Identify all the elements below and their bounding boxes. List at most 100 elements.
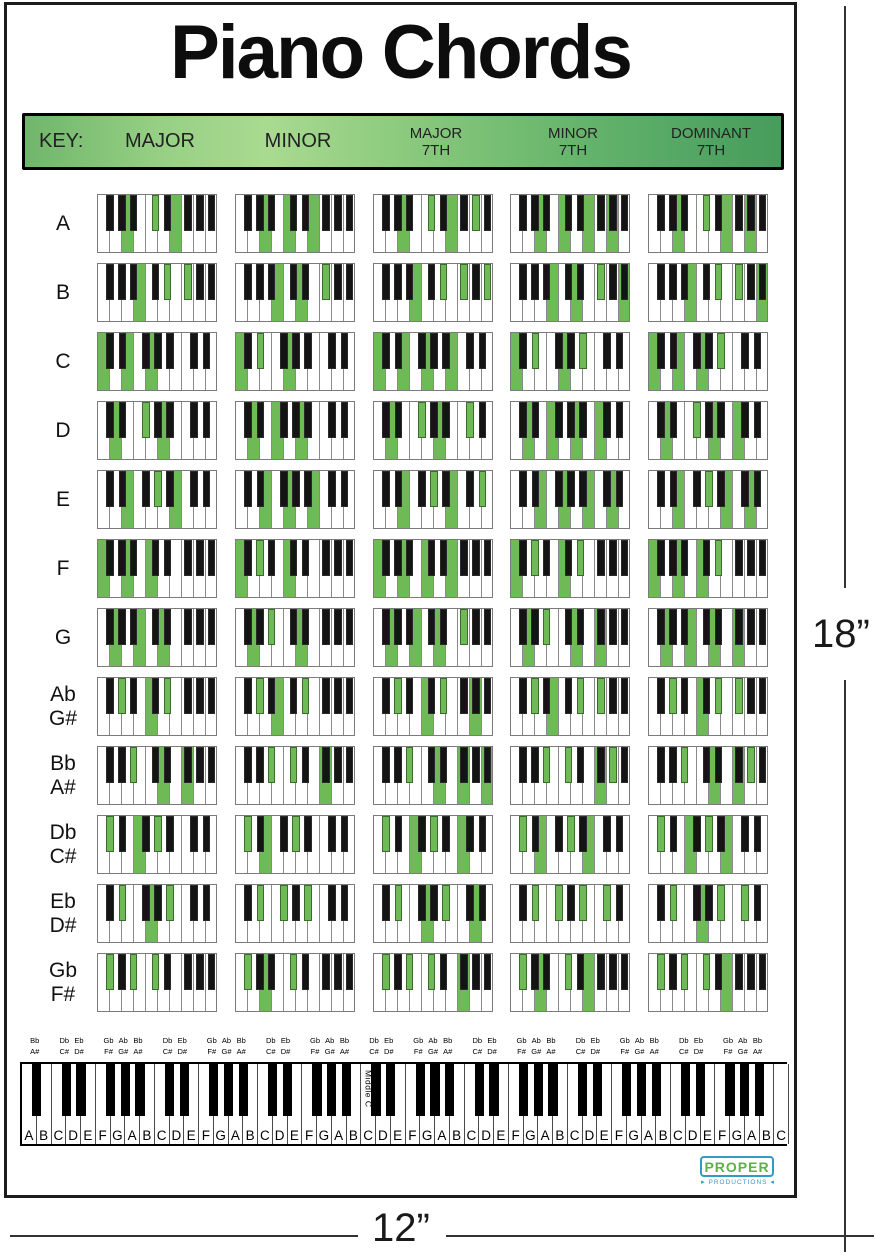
chord-keyboard-eb-major7 [373,884,493,943]
black-key-label-d#: Eb D# [487,1036,497,1056]
black-key [531,264,539,300]
black-key [542,195,550,231]
black-key-label-f#: Gb F# [619,1036,630,1056]
highlighted-black-key [657,954,665,990]
row-label-g: G [54,625,72,649]
black-key [322,954,330,990]
highlighted-black-key [405,747,413,783]
highlighted-black-key [693,402,701,438]
black-key [603,333,611,369]
white-key [482,471,492,528]
highlighted-black-key [184,264,192,300]
highlighted-black-key [382,816,390,852]
black-key [609,609,617,645]
black-key [290,264,298,300]
black-key [669,609,677,645]
black-key [405,264,413,300]
highlighted-white-key [272,264,284,321]
highlighted-black-key [715,264,723,300]
black-key [693,885,701,921]
chord-keyboard-d-major7 [373,401,493,460]
black-key [405,609,413,645]
proper-productions-logo: PROPER ▸ PRODUCTIONS ◂ [694,1156,782,1194]
black-key [118,540,126,576]
black-key [244,402,252,438]
black-key [196,678,204,714]
white-key [206,333,216,390]
black-key [519,885,527,921]
black-key [257,816,265,852]
highlighted-black-key [256,540,264,576]
black-key [267,195,275,231]
highlighted-black-key [735,264,743,300]
black-key [184,540,192,576]
highlighted-black-key [597,264,605,300]
piano-black-key-c# [61,1064,71,1116]
highlighted-black-key [440,678,448,714]
black-key [395,471,403,507]
black-key [616,885,624,921]
highlighted-black-key [142,402,150,438]
black-key [703,540,711,576]
chord-keyboard-bb-minor7 [510,746,630,805]
highlighted-black-key [741,885,749,921]
black-key [207,195,215,231]
poster-title: Piano Chords [170,10,633,95]
black-key [519,195,527,231]
black-key [479,885,487,921]
black-key [118,264,126,300]
highlighted-black-key [703,954,711,990]
piano-black-key-g# [430,1064,440,1116]
black-key [290,540,298,576]
black-key [735,195,743,231]
highlighted-black-key [322,264,330,300]
black-key [747,954,755,990]
highlighted-black-key [442,885,450,921]
black-key [747,678,755,714]
black-key [382,678,390,714]
white-key [344,402,354,459]
black-key [669,540,677,576]
black-key [754,816,762,852]
chord-keyboard-eb-dom7 [648,884,768,943]
black-key [754,885,762,921]
black-key [267,540,275,576]
black-key [603,471,611,507]
black-key [196,954,204,990]
white-key [547,747,559,804]
white-key [170,954,182,1011]
black-key [670,816,678,852]
piano-black-key-f# [725,1064,735,1116]
white-key [308,540,320,597]
black-key-label-f#: Gb F# [413,1036,424,1056]
row-label-eb: Eb D# [49,889,77,937]
black-key [483,678,491,714]
row-label-c: C [55,349,71,373]
black-key [519,264,527,300]
black-key [382,609,390,645]
black-key [430,885,438,921]
black-key [609,954,617,990]
black-key [244,195,252,231]
black-key [597,195,605,231]
highlighted-white-key [272,678,284,735]
white-key [410,747,422,804]
highlighted-white-key [583,195,595,252]
piano-black-key-f# [105,1064,116,1116]
black-key [519,609,527,645]
black-key [567,471,575,507]
black-key-label-a#: Bb A# [339,1036,350,1056]
white-key [272,954,284,1011]
highlighted-black-key [532,333,540,369]
chord-keyboard-d-minor [235,401,355,460]
white-key [757,885,767,942]
piano-black-key-a# [651,1064,661,1116]
black-key [106,747,114,783]
height-dimension-line-top [844,6,846,588]
black-key [542,678,550,714]
black-key [142,816,150,852]
black-key-label-d#: Eb D# [177,1036,188,1056]
black-key [657,195,665,231]
black-key [657,747,665,783]
